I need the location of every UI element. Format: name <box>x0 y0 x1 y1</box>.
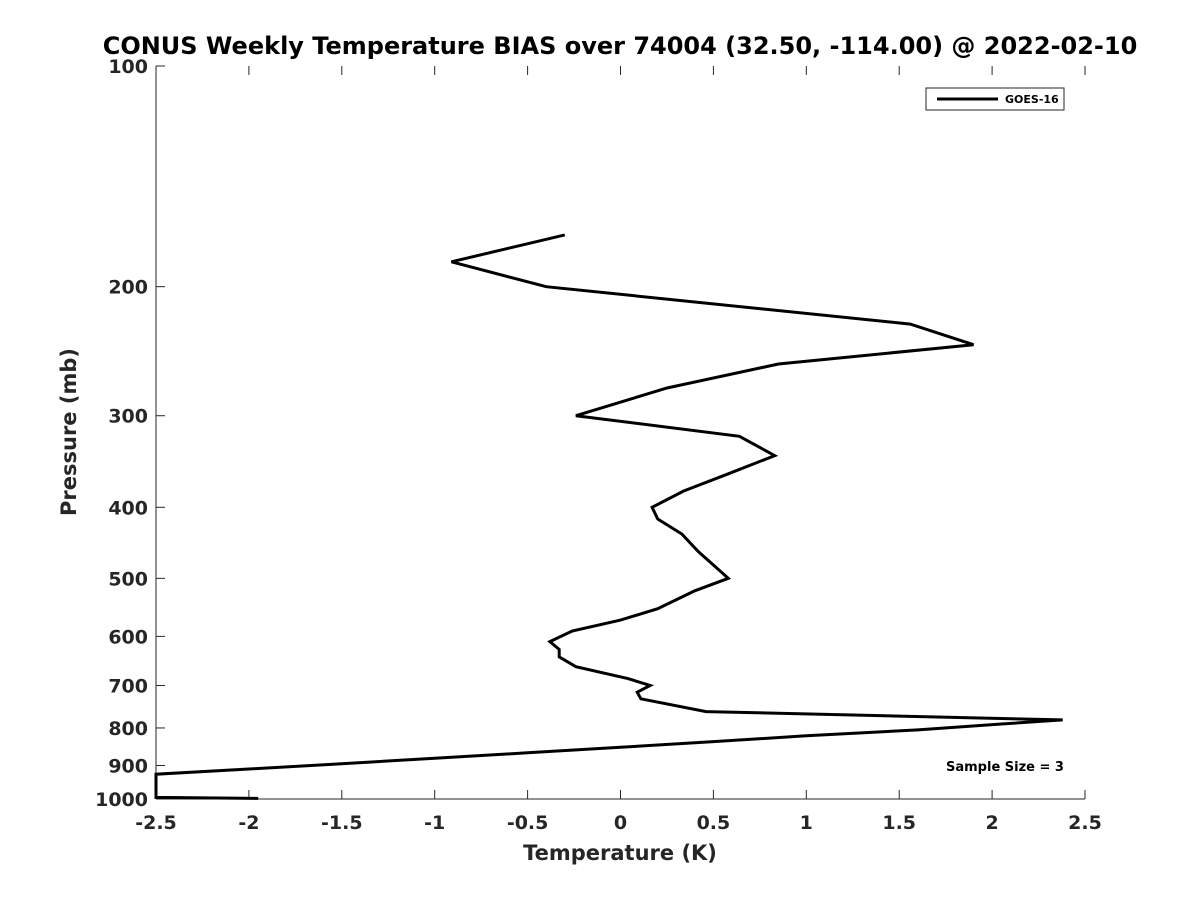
y-tick-label: 400 <box>108 497 148 519</box>
x-axis: -2.5 -2 -1.5 -1 -0.5 0 0.5 1 1.5 2 2.5 <box>135 66 1102 834</box>
x-tick-label: 0 <box>614 812 627 834</box>
x-axis-label: Temperature (K) <box>523 841 717 865</box>
y-tick-label: 800 <box>108 718 148 740</box>
y-tick-label: 600 <box>108 626 148 648</box>
series-line-goes-16 <box>154 233 1063 800</box>
x-tick-label: 1 <box>800 812 813 834</box>
y-tick-label: 200 <box>108 277 148 299</box>
y-tick-label: 900 <box>108 755 148 777</box>
x-tick-label: -2 <box>238 812 259 834</box>
x-tick-label: -0.5 <box>507 812 549 834</box>
y-tick-label: 1000 <box>95 789 148 811</box>
chart-title: CONUS Weekly Temperature BIAS over 74004… <box>103 32 1138 60</box>
plot-area <box>156 66 1085 799</box>
series-layer <box>154 233 1063 800</box>
y-axis-label: Pressure (mb) <box>57 348 81 516</box>
x-tick-label: -1 <box>424 812 445 834</box>
x-tick-label: 0.5 <box>697 812 731 834</box>
legend-entry-goes-16: GOES-16 <box>1005 93 1059 106</box>
x-tick-label: -1.5 <box>321 812 363 834</box>
x-tick-label: 2.5 <box>1068 812 1102 834</box>
y-axis: 100 200 300 400 500 600 700 800 900 1000 <box>95 56 165 811</box>
y-tick-label: 100 <box>108 56 148 78</box>
y-tick-label: 700 <box>108 675 148 697</box>
y-tick-label: 500 <box>108 568 148 590</box>
legend: GOES-16 <box>925 87 1065 111</box>
x-tick-label: -2.5 <box>135 812 177 834</box>
x-tick-label: 1.5 <box>882 812 916 834</box>
x-tick-label: 2 <box>985 812 998 834</box>
y-tick-label: 300 <box>108 406 148 428</box>
sample-size-annotation: Sample Size = 3 <box>946 760 1064 775</box>
